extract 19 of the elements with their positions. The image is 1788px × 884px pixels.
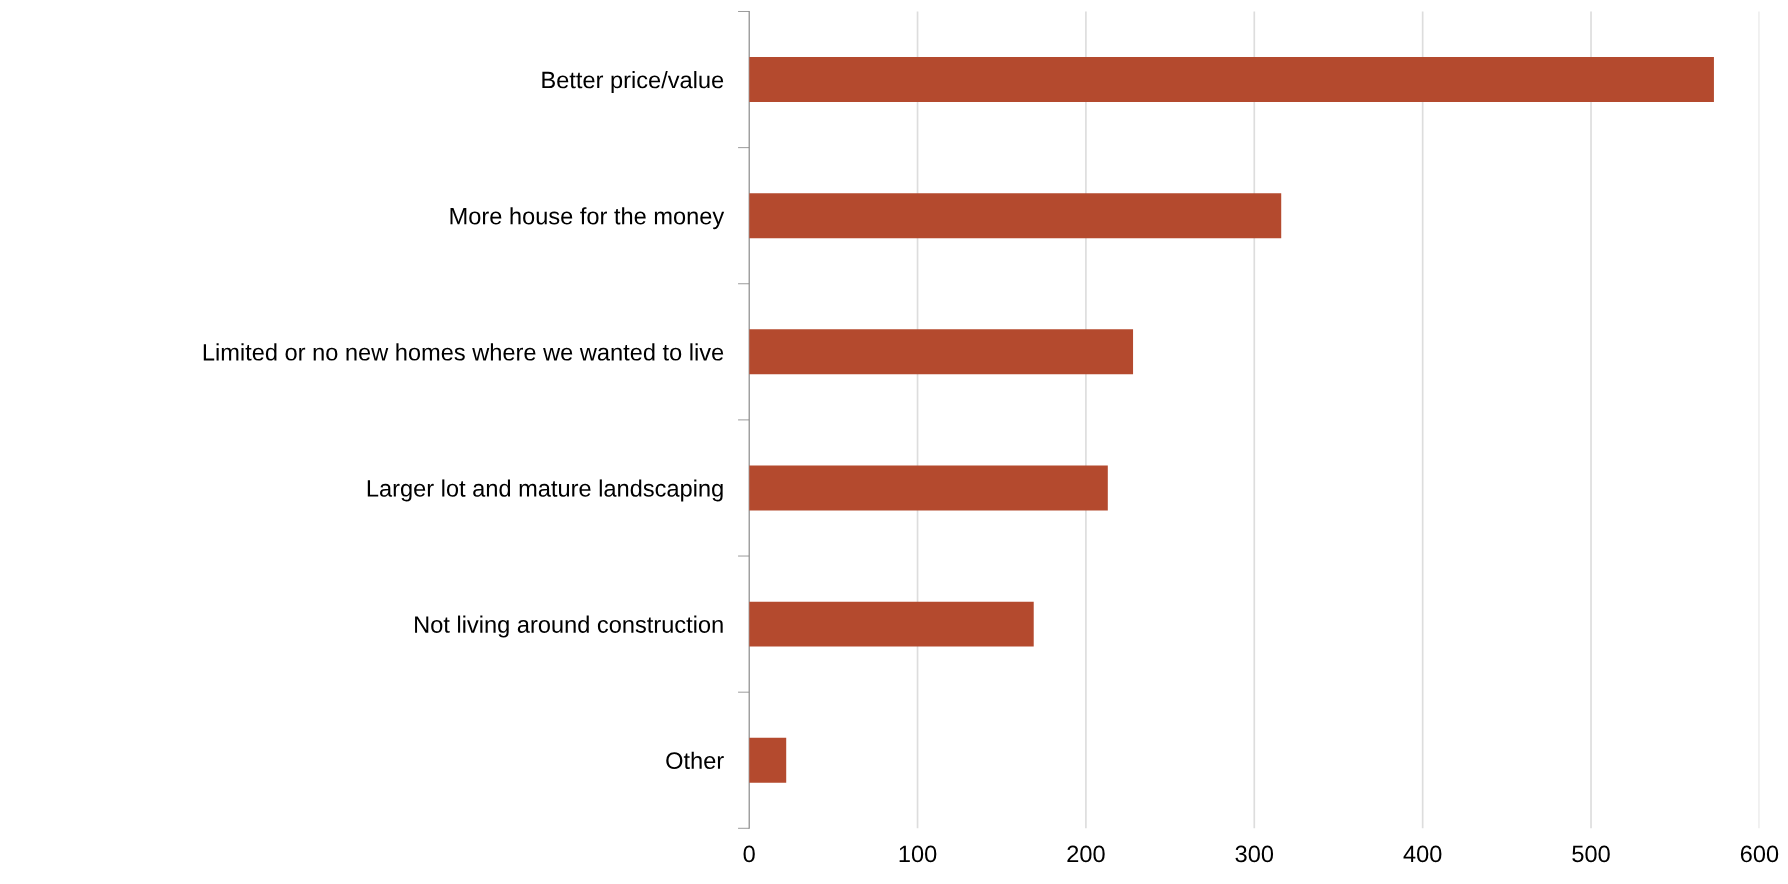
bar — [749, 193, 1282, 239]
bar — [749, 329, 1134, 375]
bar — [749, 465, 1108, 511]
x-tick-label: 500 — [1572, 845, 1610, 863]
bar — [749, 57, 1714, 103]
x-tick-label: 300 — [1235, 845, 1274, 863]
y-tick-label: Limited or no new homes where we wanted to live — [203, 343, 724, 361]
x-tick-label: 100 — [899, 845, 937, 863]
bar — [749, 601, 1034, 647]
y-tick-label: Better price/value — [542, 71, 724, 94]
y-tick-label: Not living around construction — [415, 615, 723, 638]
y-tick-label: Larger lot and mature landscaping — [367, 479, 723, 502]
bar — [749, 737, 787, 783]
y-tick-label: Other — [666, 751, 724, 770]
x-tick-label: 400 — [1403, 845, 1442, 863]
y-tick-label: More house for the money — [450, 207, 725, 230]
x-tick-label: 0 — [743, 845, 755, 863]
x-tick-label: 600 — [1740, 845, 1779, 863]
x-tick-label: 200 — [1067, 845, 1105, 863]
